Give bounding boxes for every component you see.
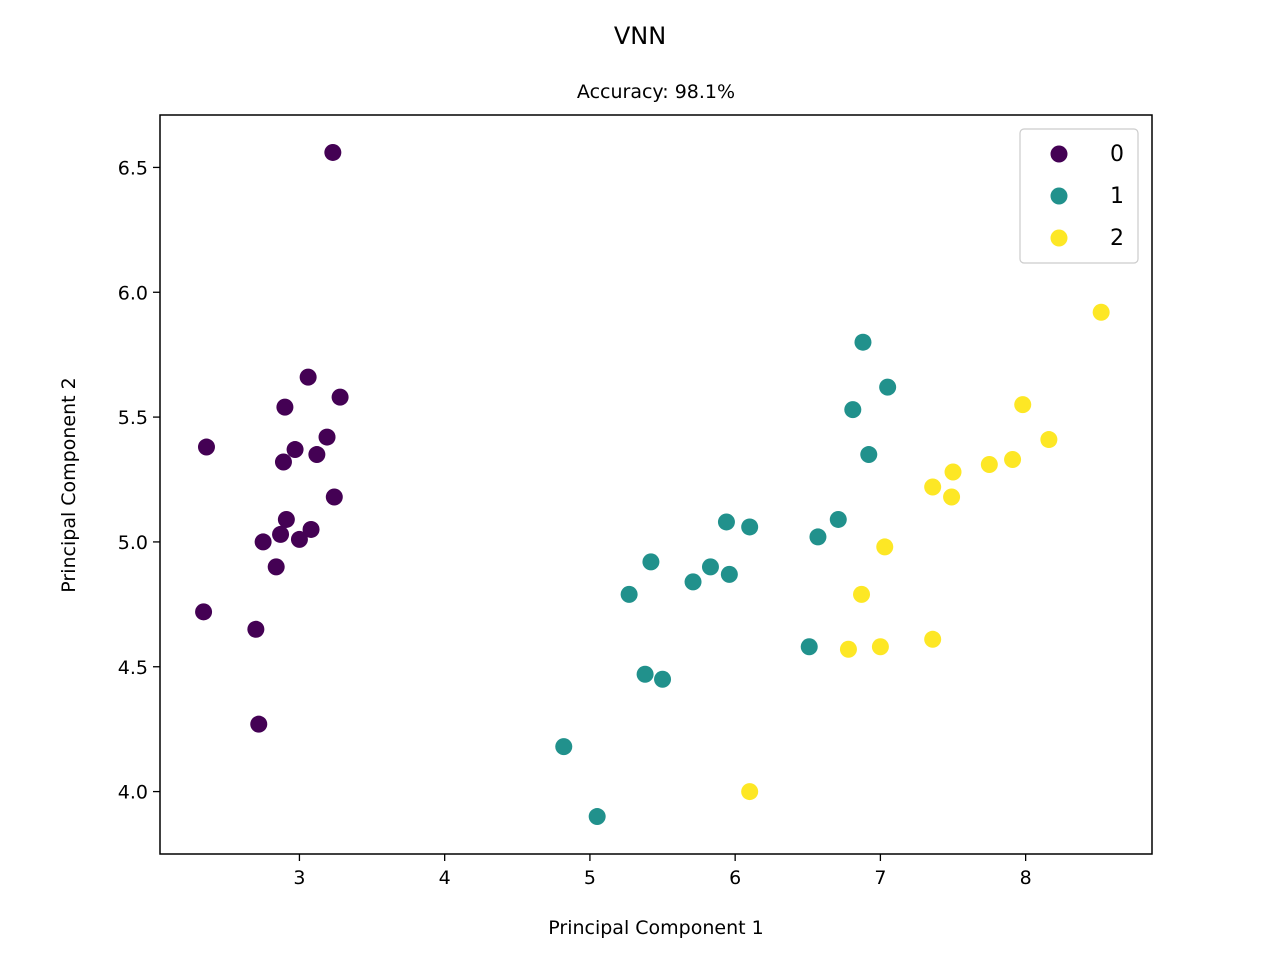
y-tick-label: 4.0 bbox=[118, 782, 148, 804]
legend-marker-class-0 bbox=[1050, 145, 1068, 163]
scatter-point-class-1 bbox=[720, 565, 738, 583]
scatter-point-class-0 bbox=[277, 510, 295, 528]
legend-marker-class-2 bbox=[1050, 229, 1068, 247]
scatter-point-class-2 bbox=[871, 638, 889, 656]
legend-marker-class-1 bbox=[1050, 187, 1068, 205]
y-tick-label: 6.5 bbox=[118, 157, 148, 179]
x-tick-label: 5 bbox=[584, 867, 596, 889]
scatter-point-class-0 bbox=[250, 715, 268, 733]
scatter-point-class-2 bbox=[1004, 451, 1022, 469]
scatter-point-class-1 bbox=[741, 518, 759, 536]
scatter-point-class-1 bbox=[654, 670, 672, 688]
scatter-point-class-0 bbox=[325, 488, 343, 506]
x-tick-label: 4 bbox=[439, 867, 451, 889]
scatter-point-class-1 bbox=[854, 333, 872, 351]
scatter-point-class-0 bbox=[254, 533, 272, 551]
legend: 0 1 2 bbox=[1019, 128, 1139, 264]
scatter-point-class-0 bbox=[324, 143, 342, 161]
axes-frame bbox=[159, 114, 1153, 855]
scatter-point-class-2 bbox=[876, 538, 894, 556]
scatter-point-class-0 bbox=[331, 388, 349, 406]
scatter-point-class-0 bbox=[299, 368, 317, 386]
scatter-point-class-0 bbox=[318, 428, 336, 446]
legend-label-class-0: 0 bbox=[1110, 142, 1124, 167]
scatter-point-class-0 bbox=[308, 446, 326, 464]
scatter-point-class-1 bbox=[800, 638, 818, 656]
y-axis-label: Principal Component 2 bbox=[58, 377, 80, 592]
scatter-point-class-2 bbox=[944, 463, 962, 481]
scatter-point-class-1 bbox=[829, 510, 847, 528]
x-tick-label: 3 bbox=[293, 867, 305, 889]
scatter-point-class-0 bbox=[247, 620, 265, 638]
figure-suptitle: VNN bbox=[614, 22, 666, 50]
scatter-point-class-1 bbox=[717, 513, 735, 531]
scatter-point-class-2 bbox=[1040, 431, 1058, 449]
scatter-point-class-1 bbox=[636, 665, 654, 683]
scatter-points bbox=[195, 143, 1110, 826]
scatter-point-class-0 bbox=[195, 603, 213, 621]
axes-title: Accuracy: 98.1% bbox=[577, 81, 735, 103]
scatter-point-class-0 bbox=[286, 441, 304, 459]
legend-frame bbox=[1019, 128, 1139, 264]
scatter-point-class-1 bbox=[684, 573, 702, 591]
scatter-point-class-0 bbox=[267, 558, 285, 576]
scatter-point-class-0 bbox=[274, 453, 292, 471]
scatter-point-class-2 bbox=[924, 478, 942, 496]
scatter-point-class-2 bbox=[839, 640, 857, 658]
x-tick-label: 6 bbox=[729, 867, 741, 889]
y-tick-label: 5.5 bbox=[118, 407, 148, 429]
scatter-point-class-1 bbox=[879, 378, 897, 396]
legend-label-class-1: 1 bbox=[1110, 184, 1124, 209]
scatter-point-class-1 bbox=[701, 558, 719, 576]
scatter-point-class-1 bbox=[860, 446, 878, 464]
y-tick-label: 5.0 bbox=[118, 532, 148, 554]
scatter-point-class-1 bbox=[620, 585, 638, 603]
x-tick-label: 8 bbox=[1020, 867, 1032, 889]
scatter-point-class-2 bbox=[1092, 303, 1110, 321]
scatter-point-class-1 bbox=[555, 738, 573, 756]
scatter-point-class-1 bbox=[642, 553, 660, 571]
scatter-point-class-2 bbox=[853, 585, 871, 603]
legend-label-class-2: 2 bbox=[1110, 226, 1124, 251]
scatter-point-class-0 bbox=[290, 530, 308, 548]
scatter-point-class-0 bbox=[272, 525, 290, 543]
scatter-point-class-2 bbox=[741, 783, 759, 801]
scatter-point-class-2 bbox=[1014, 396, 1032, 414]
scatter-point-class-1 bbox=[809, 528, 827, 546]
scatter-point-class-0 bbox=[276, 398, 294, 416]
scatter-point-class-1 bbox=[588, 808, 606, 826]
scatter-point-class-0 bbox=[197, 438, 215, 456]
x-axis-label: Principal Component 1 bbox=[548, 917, 763, 939]
y-tick-label: 6.0 bbox=[118, 282, 148, 304]
x-tick-label: 7 bbox=[874, 867, 886, 889]
scatter-point-class-2 bbox=[924, 630, 942, 648]
tick-group: 3 4 5 6 7 8 4.0 4.5 5.0 5.5 6.0 6.5 bbox=[118, 157, 1032, 889]
scatter-point-class-2 bbox=[943, 488, 961, 506]
scatter-point-class-1 bbox=[844, 401, 862, 419]
scatter-point-class-2 bbox=[980, 456, 998, 474]
scatter-point-class-0 bbox=[302, 520, 320, 538]
y-tick-label: 4.5 bbox=[118, 657, 148, 679]
